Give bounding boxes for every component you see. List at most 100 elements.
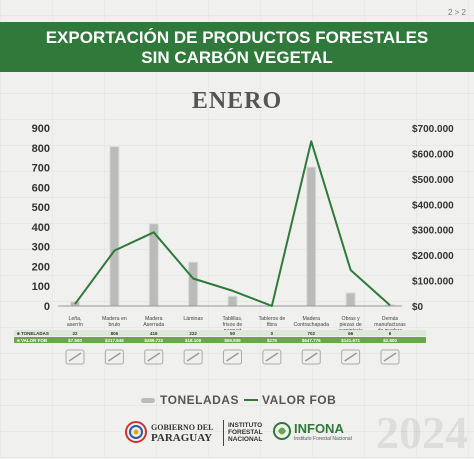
category-label: Madera bbox=[302, 316, 320, 322]
right-axis-tick-label: $100.000 bbox=[412, 277, 454, 288]
category-label: Láminas bbox=[183, 316, 203, 322]
legend-bar-swatch bbox=[141, 398, 155, 403]
valor-fob-line bbox=[74, 140, 391, 307]
table-row-label-fob: ■ VALOR FOB bbox=[17, 338, 48, 343]
legend-bar-label: TONELADAS bbox=[160, 393, 239, 407]
table-cell-toneladas: 806 bbox=[111, 331, 119, 336]
infona-leaf-icon bbox=[273, 422, 291, 440]
toneladas-bar bbox=[109, 146, 120, 307]
table-cell-toneladas: 22 bbox=[72, 331, 78, 336]
product-icon-detail bbox=[107, 352, 121, 362]
product-icon bbox=[183, 349, 203, 365]
category-label: Demás bbox=[382, 316, 399, 322]
product-icon bbox=[262, 349, 282, 365]
right-axis-tick-label: $300.000 bbox=[412, 226, 454, 237]
product-icon-detail bbox=[68, 352, 82, 362]
category-label: frisos de bbox=[223, 322, 243, 328]
left-axis-tick-label: 200 bbox=[32, 261, 50, 273]
right-axis-tick-label: $400.000 bbox=[412, 200, 454, 211]
table-cell-toneladas: 416 bbox=[150, 331, 158, 336]
gov-line-1: GOBIERNO DEL bbox=[151, 423, 214, 432]
table-cell-toneladas: 222 bbox=[189, 331, 197, 336]
table-row-fob-bg bbox=[14, 337, 426, 343]
left-axis-tick-label: 900 bbox=[32, 123, 50, 135]
category-label: manufacturas bbox=[374, 322, 406, 328]
left-axis-tick-label: 500 bbox=[32, 202, 50, 214]
category-label: Aserrada bbox=[143, 322, 164, 328]
product-icon-detail bbox=[226, 352, 239, 362]
product-icon-detail bbox=[147, 352, 161, 362]
inst-line-3: NACIONAL bbox=[228, 436, 263, 443]
table-cell-fob: $7.500 bbox=[68, 338, 82, 343]
right-axis-tick-label: $600.000 bbox=[412, 149, 454, 160]
table-cell-toneladas: 6 bbox=[389, 331, 392, 336]
table-cell-fob: $647.776 bbox=[302, 338, 321, 343]
infona-logo-text: INFONA bbox=[294, 421, 344, 436]
left-axis-tick-label: 800 bbox=[32, 143, 50, 155]
category-label: Contrachapada bbox=[294, 322, 330, 328]
category-label: piezas de bbox=[340, 322, 362, 328]
category-label: bruto bbox=[108, 322, 120, 328]
table-cell-toneladas: 0 bbox=[271, 331, 274, 336]
product-icon bbox=[341, 349, 361, 365]
product-icon bbox=[223, 349, 242, 365]
left-axis-tick-label: 300 bbox=[32, 242, 50, 254]
right-axis-tick-label: $200.000 bbox=[412, 251, 454, 262]
category-label: Tableros de bbox=[258, 316, 285, 322]
right-axis-tick-label: $700.000 bbox=[412, 124, 454, 135]
left-axis-tick-label: 0 bbox=[44, 301, 50, 313]
category-label: Leña, bbox=[69, 316, 82, 322]
table-cell-fob: $217.646 bbox=[105, 338, 124, 343]
table-cell-toneladas: 66 bbox=[348, 331, 354, 336]
footer: GOBIERNO DEL PARAGUAY INSTITUTO FORESTAL… bbox=[0, 415, 474, 458]
footer-divider bbox=[223, 420, 224, 446]
title-line-1: EXPORTACIÓN DE PRODUCTOS FORESTALES bbox=[45, 28, 429, 47]
right-axis-tick-label: $500.000 bbox=[412, 175, 454, 186]
toneladas-bar bbox=[306, 166, 317, 307]
category-label: fibra bbox=[267, 322, 277, 328]
product-icon bbox=[65, 349, 85, 365]
government-seal-icon bbox=[125, 421, 147, 443]
category-label: aserrín bbox=[67, 322, 83, 328]
category-label: Obras y bbox=[342, 316, 361, 322]
product-icon bbox=[144, 349, 164, 365]
product-icon bbox=[104, 349, 124, 365]
legend-line-swatch bbox=[244, 399, 258, 401]
inst-line-2: FORESTAL bbox=[228, 429, 263, 436]
right-axis-tick-label: $0 bbox=[412, 302, 424, 313]
table-cell-fob: $18.100 bbox=[185, 338, 202, 343]
product-icon-detail bbox=[304, 352, 318, 362]
left-axis-tick-label: 100 bbox=[32, 281, 50, 293]
page-number: 2 > 2 bbox=[447, 8, 466, 17]
table-cell-fob: $289.722 bbox=[144, 338, 163, 343]
category-label: Madera en bbox=[102, 316, 127, 322]
month-label: ENERO bbox=[191, 88, 283, 114]
category-label: Madera bbox=[145, 316, 163, 322]
gov-line-2: PARAGUAY bbox=[151, 432, 213, 444]
inst-line-1: INSTITUTO bbox=[228, 422, 263, 429]
left-axis-tick-label: 600 bbox=[32, 182, 50, 194]
table-cell-fob: $2.800 bbox=[383, 338, 397, 343]
table-cell-toneladas: 702 bbox=[307, 331, 315, 336]
toneladas-bar bbox=[188, 261, 199, 307]
product-icon-detail bbox=[186, 352, 200, 362]
chart-legend: TONELADAS VALOR FOB bbox=[0, 392, 474, 408]
toneladas-bar bbox=[345, 292, 356, 307]
table-cell-fob: $59.939 bbox=[224, 338, 241, 343]
table-cell-toneladas: 50 bbox=[230, 331, 236, 336]
product-icon-detail bbox=[344, 352, 358, 362]
infona-subtitle: Instituto Forestal Nacional bbox=[294, 436, 352, 442]
table-row-toneladas-bg bbox=[14, 330, 426, 336]
category-label: Tablillas, bbox=[223, 316, 243, 322]
product-icon bbox=[380, 349, 400, 365]
year-watermark: 2024 bbox=[376, 407, 468, 458]
table-cell-fob: $141.671 bbox=[341, 338, 360, 343]
product-icon bbox=[301, 349, 321, 365]
product-icon-detail bbox=[383, 352, 397, 362]
product-icon-detail bbox=[265, 352, 279, 362]
title-line-2: SIN CARBÓN VEGETAL bbox=[141, 48, 333, 67]
left-axis-tick-label: 400 bbox=[32, 222, 50, 234]
title-banner: EXPORTACIÓN DE PRODUCTOS FORESTALES SIN … bbox=[0, 22, 474, 72]
